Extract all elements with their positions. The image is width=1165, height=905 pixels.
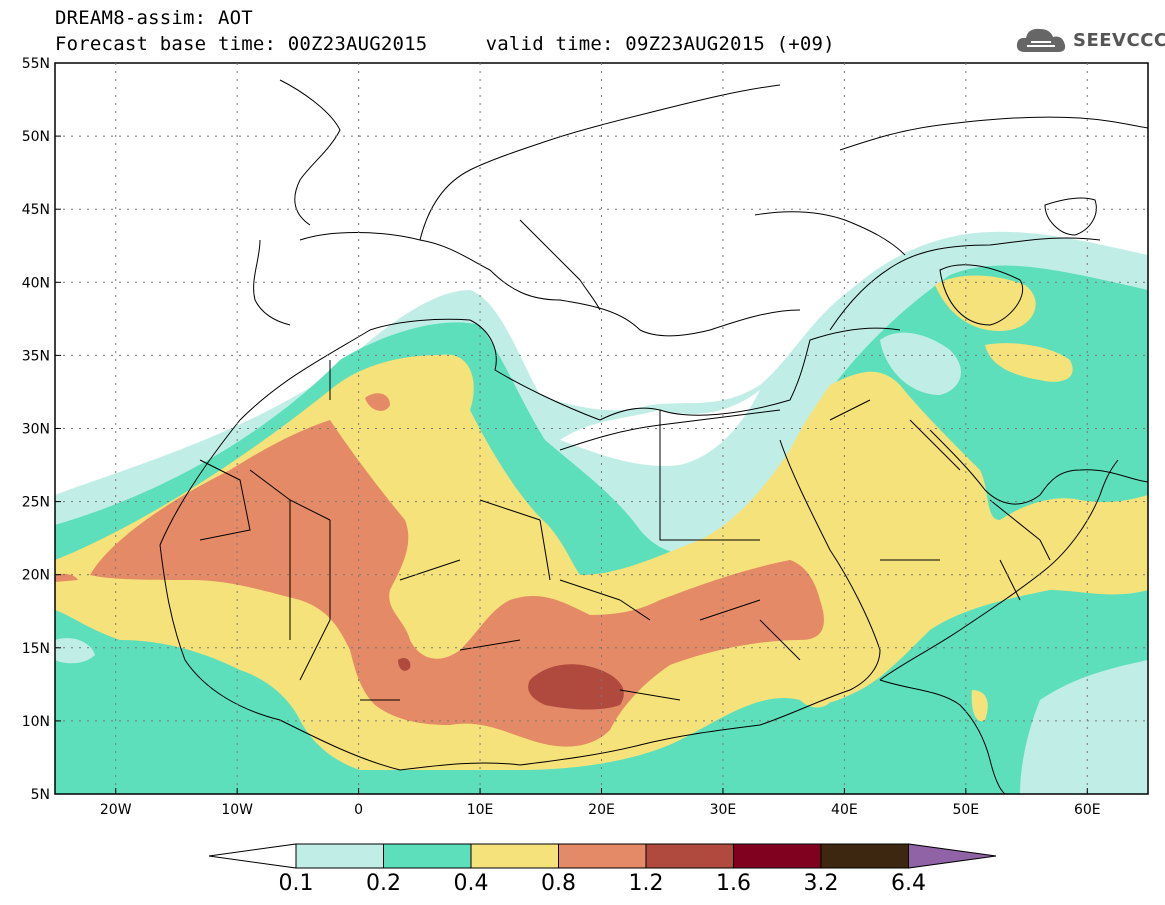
legend-label: 3.2 [804,871,839,896]
legend-label: 1.2 [629,871,664,896]
lat-tick-label: 50N [22,129,50,145]
cloud-icon [1016,28,1066,52]
legend-arrow-high [908,843,997,869]
legend-label: 1.6 [716,871,751,896]
lat-tick-label: 35N [22,348,50,364]
longitude-axis: 20W 10W 0 10E 20E 30E 40E 50E 60E [100,788,1101,818]
lat-tick-label: 10N [22,714,50,730]
legend-swatch [733,843,822,869]
map-title: DREAM8-assim: AOT [55,7,253,29]
legend-swatch [470,843,559,869]
lon-tick-label: 60E [1074,802,1101,818]
forecast-time-line: Forecast base time: 00Z23AUG2015 valid t… [55,33,835,55]
gridlines [55,63,1148,794]
lon-tick-label: 50E [952,802,979,818]
lon-tick-label: 10W [221,802,253,818]
legend-arrow-low [208,843,297,869]
lon-tick-label: 40E [831,802,858,818]
legend-swatch [383,843,472,869]
lat-tick-label: 45N [22,202,50,218]
seevccc-logo: SEEVCCC [1015,24,1165,56]
lon-tick-label: 20E [588,802,615,818]
lon-tick-label: 20W [100,802,132,818]
lat-tick-label: 5N [31,787,50,803]
logo-text: SEEVCCC [1073,29,1165,51]
lat-tick-label: 40N [22,275,50,291]
legend-label: 0.1 [279,871,314,896]
lon-tick-label: 0 [354,802,363,818]
coastlines [159,79,1148,794]
lat-tick-label: 20N [22,568,50,584]
legend-swatch [295,843,384,869]
legend-label: 6.4 [891,871,926,896]
lon-tick-label: 30E [710,802,737,818]
lon-tick-label: 10E [467,802,494,818]
legend-swatch [645,843,734,869]
lat-tick-label: 15N [22,641,50,657]
latitude-axis: 5N 10N 15N 20N 25N 30N 35N 40N 45N 50N 55N [22,56,61,803]
lat-tick-label: 25N [22,495,50,511]
aot-band-1.2 [528,664,624,710]
legend-swatch [820,843,909,869]
legend-label: 0.4 [454,871,489,896]
legend-label: 0.2 [366,871,401,896]
lat-tick-label: 30N [22,422,50,438]
legend-label: 0.8 [541,871,576,896]
aot-band-0.8 [90,420,824,747]
lat-tick-label: 55N [22,56,50,72]
legend-swatch [558,843,647,869]
